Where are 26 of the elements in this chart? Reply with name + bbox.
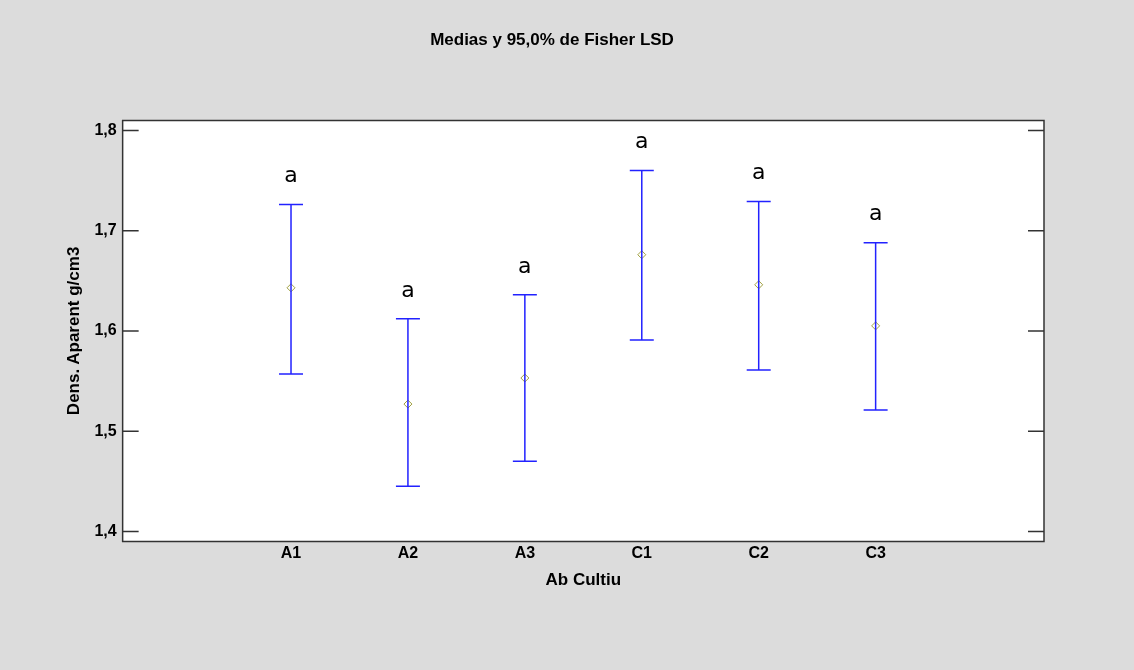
x-tick-label: C3: [865, 544, 886, 562]
x-tick-label: A1: [280, 544, 302, 562]
annotation: a: [751, 159, 766, 185]
y-tick-label: 1,7: [94, 221, 117, 239]
y-tick-label: 1,6: [94, 321, 117, 339]
x-tick-label: C2: [748, 544, 770, 562]
annotation: a: [401, 276, 415, 302]
point: [403, 399, 413, 409]
annotation: a: [284, 162, 298, 188]
x-tick-label: A2: [397, 544, 419, 562]
x-tick-label: C1: [631, 544, 653, 562]
point: [286, 283, 296, 293]
point: [637, 250, 647, 260]
annotation: a: [635, 128, 649, 154]
y-tick-label: 1,8: [94, 120, 117, 138]
annotation: a: [518, 252, 532, 278]
point: [871, 321, 881, 331]
x-axis-title: Ab Cultiu: [545, 570, 622, 590]
point: [754, 280, 764, 290]
annotation: a: [868, 200, 883, 226]
y-tick-label: 1,5: [94, 421, 117, 439]
chart-title: Medias y 95,0% de Fisher LSD: [430, 29, 674, 49]
x-tick-label: A3: [514, 544, 536, 562]
y-tick-label: 1,4: [94, 521, 117, 539]
y-axis-title: Dens. Aparent g/cm3: [63, 246, 83, 416]
point: [520, 373, 530, 383]
